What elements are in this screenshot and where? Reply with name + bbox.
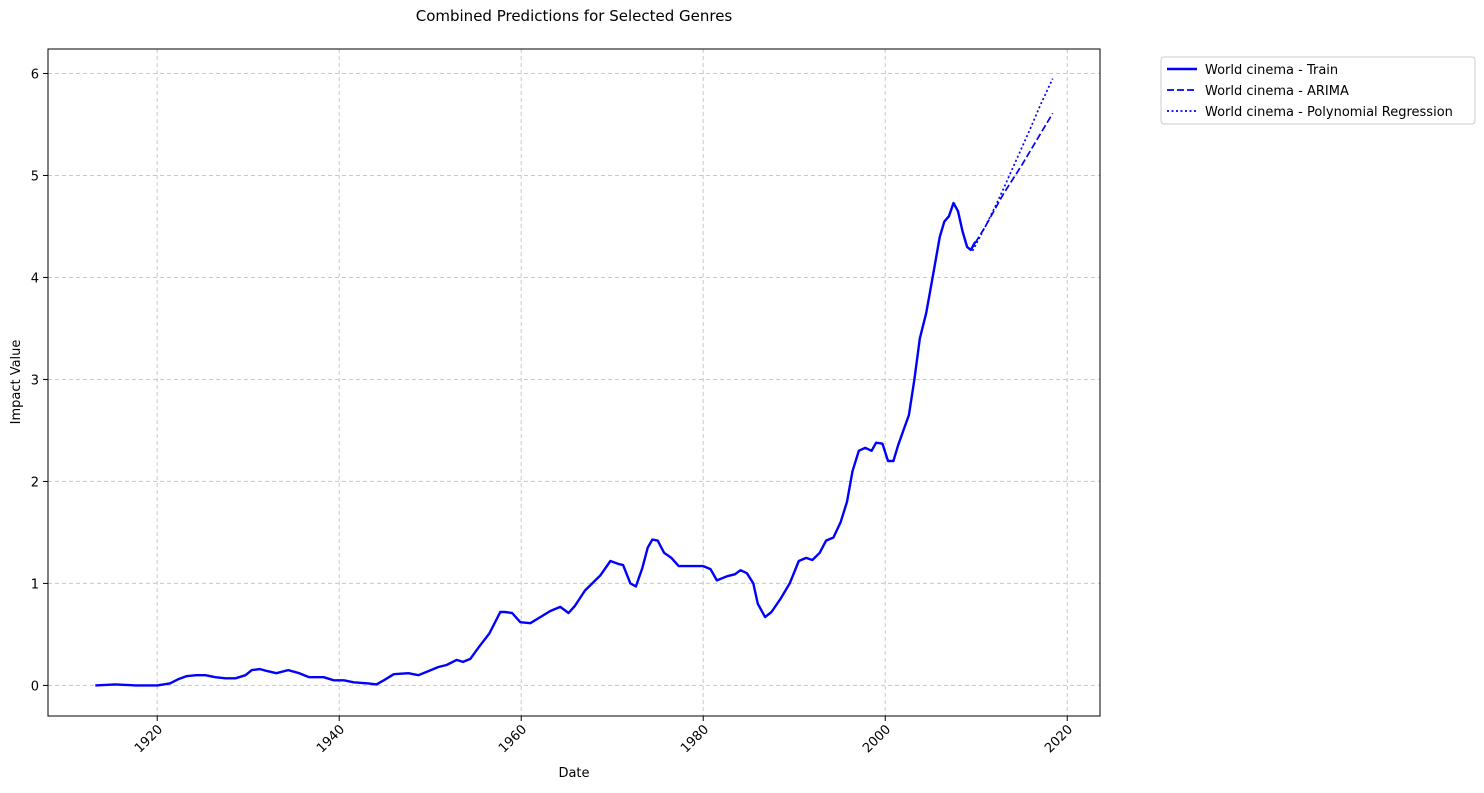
y-tick-label: 2: [31, 475, 39, 490]
legend-label: World cinema - Polynomial Regression: [1205, 105, 1453, 120]
line: [974, 112, 1054, 244]
line: [971, 78, 1054, 252]
x-tick-label: 1960: [496, 722, 530, 756]
x-tick-label: 1920: [132, 722, 166, 756]
y-axis-label: Impact Value: [9, 340, 24, 425]
x-tick-label: 1980: [678, 722, 712, 756]
x-tick-label: 1940: [314, 722, 348, 756]
chart-title: Combined Predictions for Selected Genres: [416, 7, 733, 25]
y-tick-label: 5: [31, 169, 39, 184]
legend-box: [1160, 56, 1476, 125]
y-tick-label: 3: [31, 373, 39, 388]
plot-frame: [47, 48, 1101, 717]
legend-label: World cinema - Train: [1205, 63, 1338, 78]
x-tick-label: 2020: [1042, 722, 1076, 756]
y-tick-label: 0: [31, 679, 39, 694]
legend-label: World cinema - ARIMA: [1205, 84, 1349, 99]
line: [95, 201, 977, 687]
y-tick-label: 1: [31, 577, 39, 592]
y-tick-label: 4: [31, 271, 39, 286]
x-axis-label: Date: [558, 766, 589, 781]
x-tick-label: 2000: [860, 722, 894, 756]
y-tick-label: 6: [31, 67, 39, 82]
